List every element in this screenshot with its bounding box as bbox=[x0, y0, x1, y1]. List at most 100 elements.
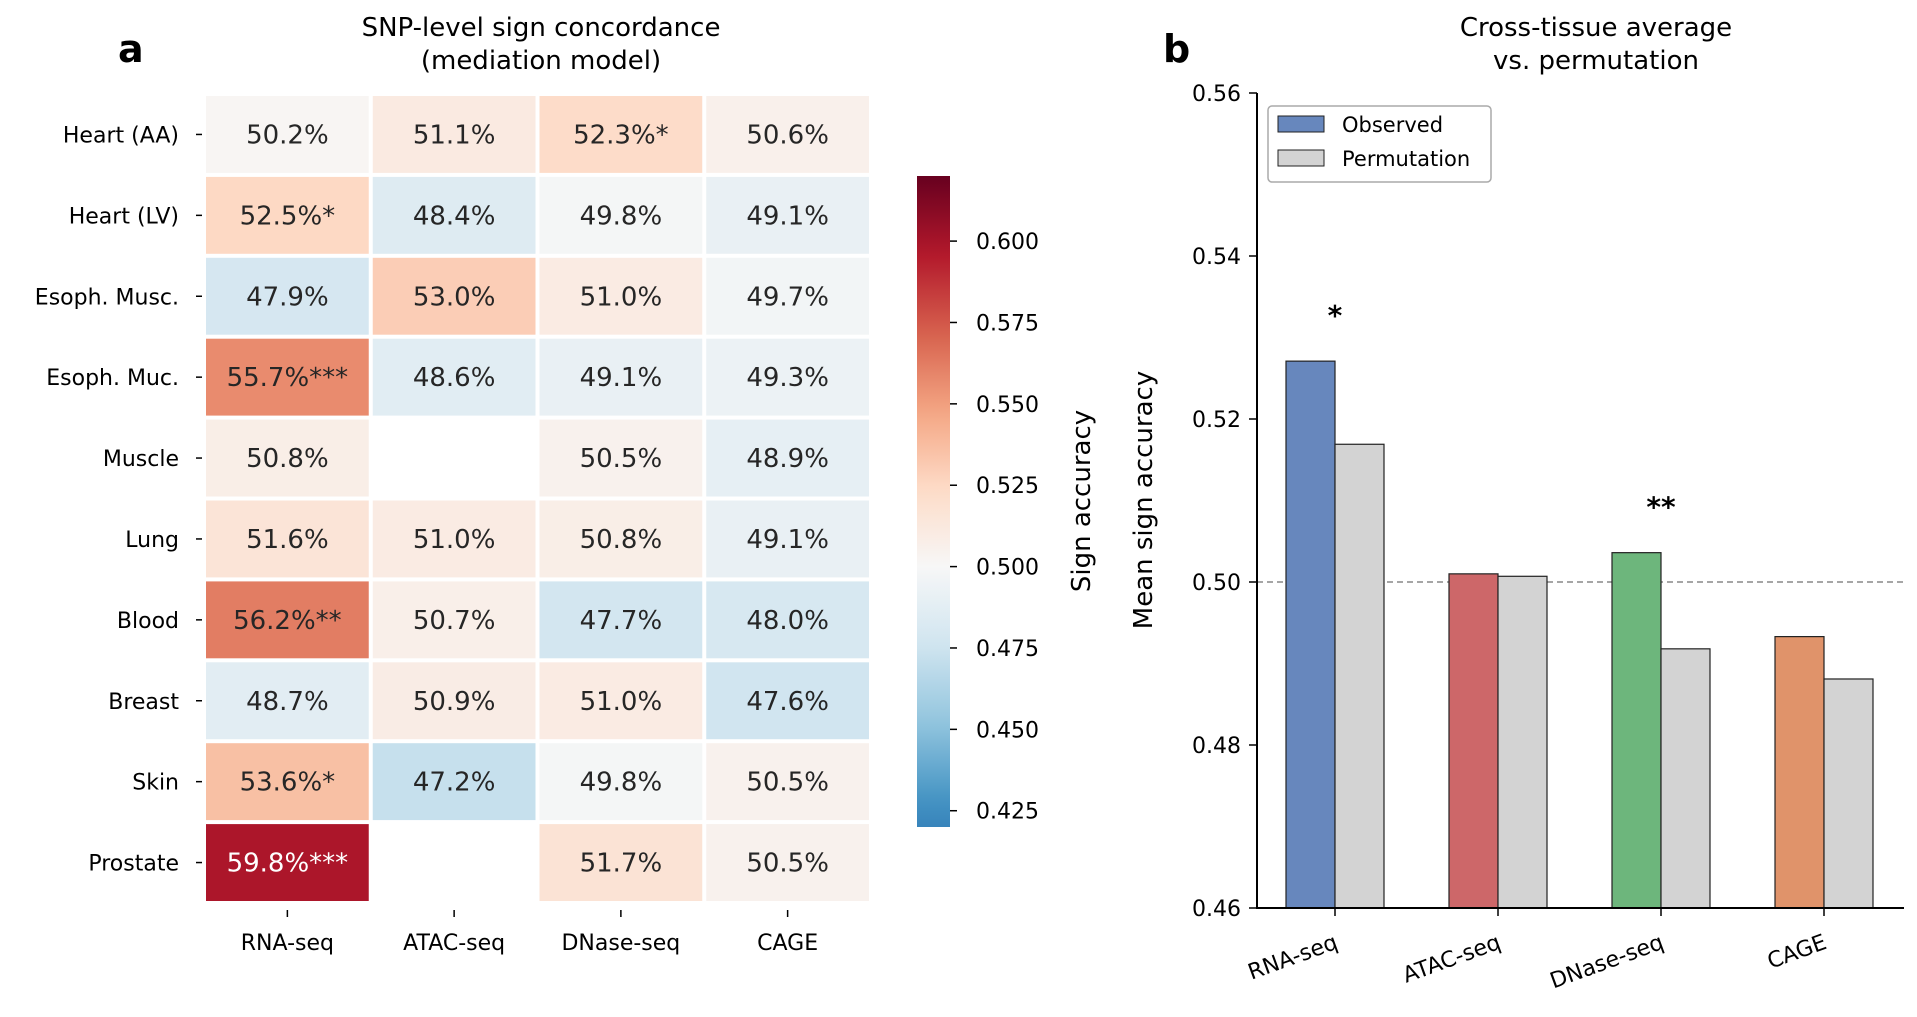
colorbar-tick-label: 0.600 bbox=[976, 230, 1039, 255]
heatmap-row-label: Heart (AA) bbox=[63, 123, 179, 148]
heatmap-cell-label: 56.2%** bbox=[233, 606, 342, 636]
heatmap-cell-label: 51.7% bbox=[580, 849, 663, 879]
heatmap-cell-label: 49.8% bbox=[580, 768, 663, 798]
bar-x-ticks: RNA-seq ATAC-seq DNase-seq CAGE bbox=[1245, 908, 1830, 994]
heatmap-cell-label: 59.8%*** bbox=[227, 849, 349, 879]
heatmap-row-labels: Heart (AA) Heart (LV) Esoph. Musc. Esoph. M… bbox=[35, 123, 202, 877]
heatmap-cell bbox=[372, 581, 536, 659]
legend-swatch-permutation bbox=[1277, 149, 1325, 167]
heatmap-cell bbox=[706, 581, 869, 659]
heatmap-row-label: Prostate bbox=[88, 852, 179, 877]
heatmap-cell-label: 49.1% bbox=[580, 363, 663, 393]
colorbar bbox=[917, 176, 950, 827]
heatmap-column-label: RNA-seq bbox=[241, 931, 334, 956]
heatmap-cell bbox=[372, 662, 536, 740]
heatmap-cell bbox=[539, 96, 703, 173]
colorbar-tick-label: 0.500 bbox=[976, 556, 1039, 581]
bar-y-tick-label: 0.50 bbox=[1192, 571, 1241, 596]
bar-observed bbox=[1611, 552, 1662, 909]
heatmap-cell bbox=[539, 824, 703, 901]
heatmap-cell-label: 50.9% bbox=[413, 687, 496, 717]
legend-label-permutation: Permutation bbox=[1342, 147, 1470, 171]
bar-y-tick-label: 0.56 bbox=[1192, 82, 1241, 107]
heatmap-cell bbox=[206, 419, 369, 497]
heatmap-row-label: Breast bbox=[108, 690, 179, 715]
heatmap-cell-label: 47.2% bbox=[413, 768, 496, 798]
heatmap-cell bbox=[706, 338, 869, 416]
bar-y-ticks: 0.46 0.48 0.50 0.52 0.54 0.56 bbox=[1192, 82, 1257, 922]
heatmap-cell-label: 50.5% bbox=[746, 849, 829, 879]
heatmap-cell-label: 50.8% bbox=[246, 444, 329, 474]
heatmap-cell bbox=[372, 96, 536, 173]
heatmap-cell-label: 52.5%* bbox=[240, 201, 336, 231]
legend-swatch-observed bbox=[1277, 115, 1325, 133]
colorbar-tick-label: 0.525 bbox=[976, 474, 1039, 499]
heatmap-cell-label: 50.7% bbox=[413, 606, 496, 636]
heatmap-cell-label: 47.6% bbox=[746, 687, 829, 717]
heatmap-cell bbox=[206, 662, 369, 740]
significance-marker: ** bbox=[1646, 491, 1676, 524]
heatmap-cell bbox=[539, 419, 703, 497]
bar-permutation bbox=[1823, 678, 1874, 909]
heatmap-cell-label: 55.7%*** bbox=[227, 363, 349, 393]
heatmap-column-labels: RNA-seq ATAC-seq DNase-seq CAGE bbox=[241, 910, 818, 956]
heatmap-cell-label: 50.8% bbox=[580, 525, 663, 555]
heatmap-cell bbox=[539, 500, 703, 578]
heatmap-cell-label: 53.6%* bbox=[240, 768, 336, 798]
heatmap-cell-label: 48.0% bbox=[746, 606, 829, 636]
heatmap-cell-label: 50.2% bbox=[246, 120, 329, 150]
heatmap-cell-label: 51.0% bbox=[413, 525, 496, 555]
significance-markers: *** bbox=[1328, 299, 1676, 524]
heatmap-cell bbox=[206, 176, 369, 254]
bar-x-tick-label: DNase-seq bbox=[1547, 930, 1667, 994]
bar-permutation bbox=[1660, 648, 1711, 909]
heatmap-cell-label: 47.7% bbox=[580, 606, 663, 636]
heatmap-cell bbox=[706, 419, 869, 497]
heatmap-row-label: Muscle bbox=[103, 447, 179, 472]
heatmap-cell-label: 50.5% bbox=[580, 444, 663, 474]
heatmap-cell bbox=[706, 176, 869, 254]
heatmap-cell bbox=[372, 257, 536, 335]
heatmap-cell-label: 49.8% bbox=[580, 201, 663, 231]
heatmap-cell bbox=[206, 743, 369, 821]
bar-observed bbox=[1448, 573, 1499, 909]
bar-y-tick-label: 0.52 bbox=[1192, 408, 1241, 433]
bar-x-tick-label: CAGE bbox=[1764, 930, 1830, 974]
heatmap-cell bbox=[206, 338, 369, 416]
heatmap-row-label: Heart (LV) bbox=[69, 204, 179, 229]
heatmap-title-line1: SNP-level sign concordance bbox=[362, 13, 721, 43]
heatmap-cell bbox=[206, 257, 369, 335]
panel-label-b: b bbox=[1163, 27, 1190, 71]
heatmap-cell-label: 48.4% bbox=[413, 201, 496, 231]
heatmap-cell-label: 52.3%* bbox=[573, 120, 669, 150]
bar-x-tick-label: RNA-seq bbox=[1245, 930, 1341, 985]
heatmap-cell-label: 49.7% bbox=[746, 282, 829, 312]
bar-observed bbox=[1285, 360, 1336, 909]
bar-title-line1: Cross-tissue average bbox=[1460, 13, 1732, 43]
heatmap-cell bbox=[372, 500, 536, 578]
bar-title-line2: vs. permutation bbox=[1493, 46, 1699, 76]
heatmap-cell-label: 49.1% bbox=[746, 201, 829, 231]
heatmap-cell bbox=[206, 500, 369, 578]
heatmap-cell bbox=[706, 824, 869, 901]
bar-x-tick-label: ATAC-seq bbox=[1400, 930, 1504, 988]
colorbar-tick-label: 0.450 bbox=[976, 718, 1039, 743]
heatmap-cell bbox=[706, 257, 869, 335]
heatmap-row-label: Lung bbox=[125, 528, 179, 553]
heatmap-cell-label: 50.5% bbox=[746, 768, 829, 798]
heatmap-column-label: ATAC-seq bbox=[403, 931, 505, 956]
bar-observed bbox=[1774, 636, 1825, 909]
heatmap-cell-label: 48.9% bbox=[746, 444, 829, 474]
heatmap-row-label: Esoph. Musc. bbox=[35, 285, 179, 310]
heatmap-cell bbox=[706, 662, 869, 740]
heatmap-cell bbox=[706, 96, 869, 173]
heatmap-cell bbox=[539, 257, 703, 335]
heatmap-row-label: Skin bbox=[132, 771, 179, 796]
heatmap-title-line2: (mediation model) bbox=[421, 46, 661, 76]
heatmap-cell-label: 47.9% bbox=[246, 282, 329, 312]
panel-label-a: a bbox=[118, 27, 144, 71]
colorbar-tick-label: 0.575 bbox=[976, 311, 1039, 336]
colorbar-tick-label: 0.550 bbox=[976, 393, 1039, 418]
heatmap-cell bbox=[706, 743, 869, 821]
significance-marker: * bbox=[1328, 299, 1343, 332]
